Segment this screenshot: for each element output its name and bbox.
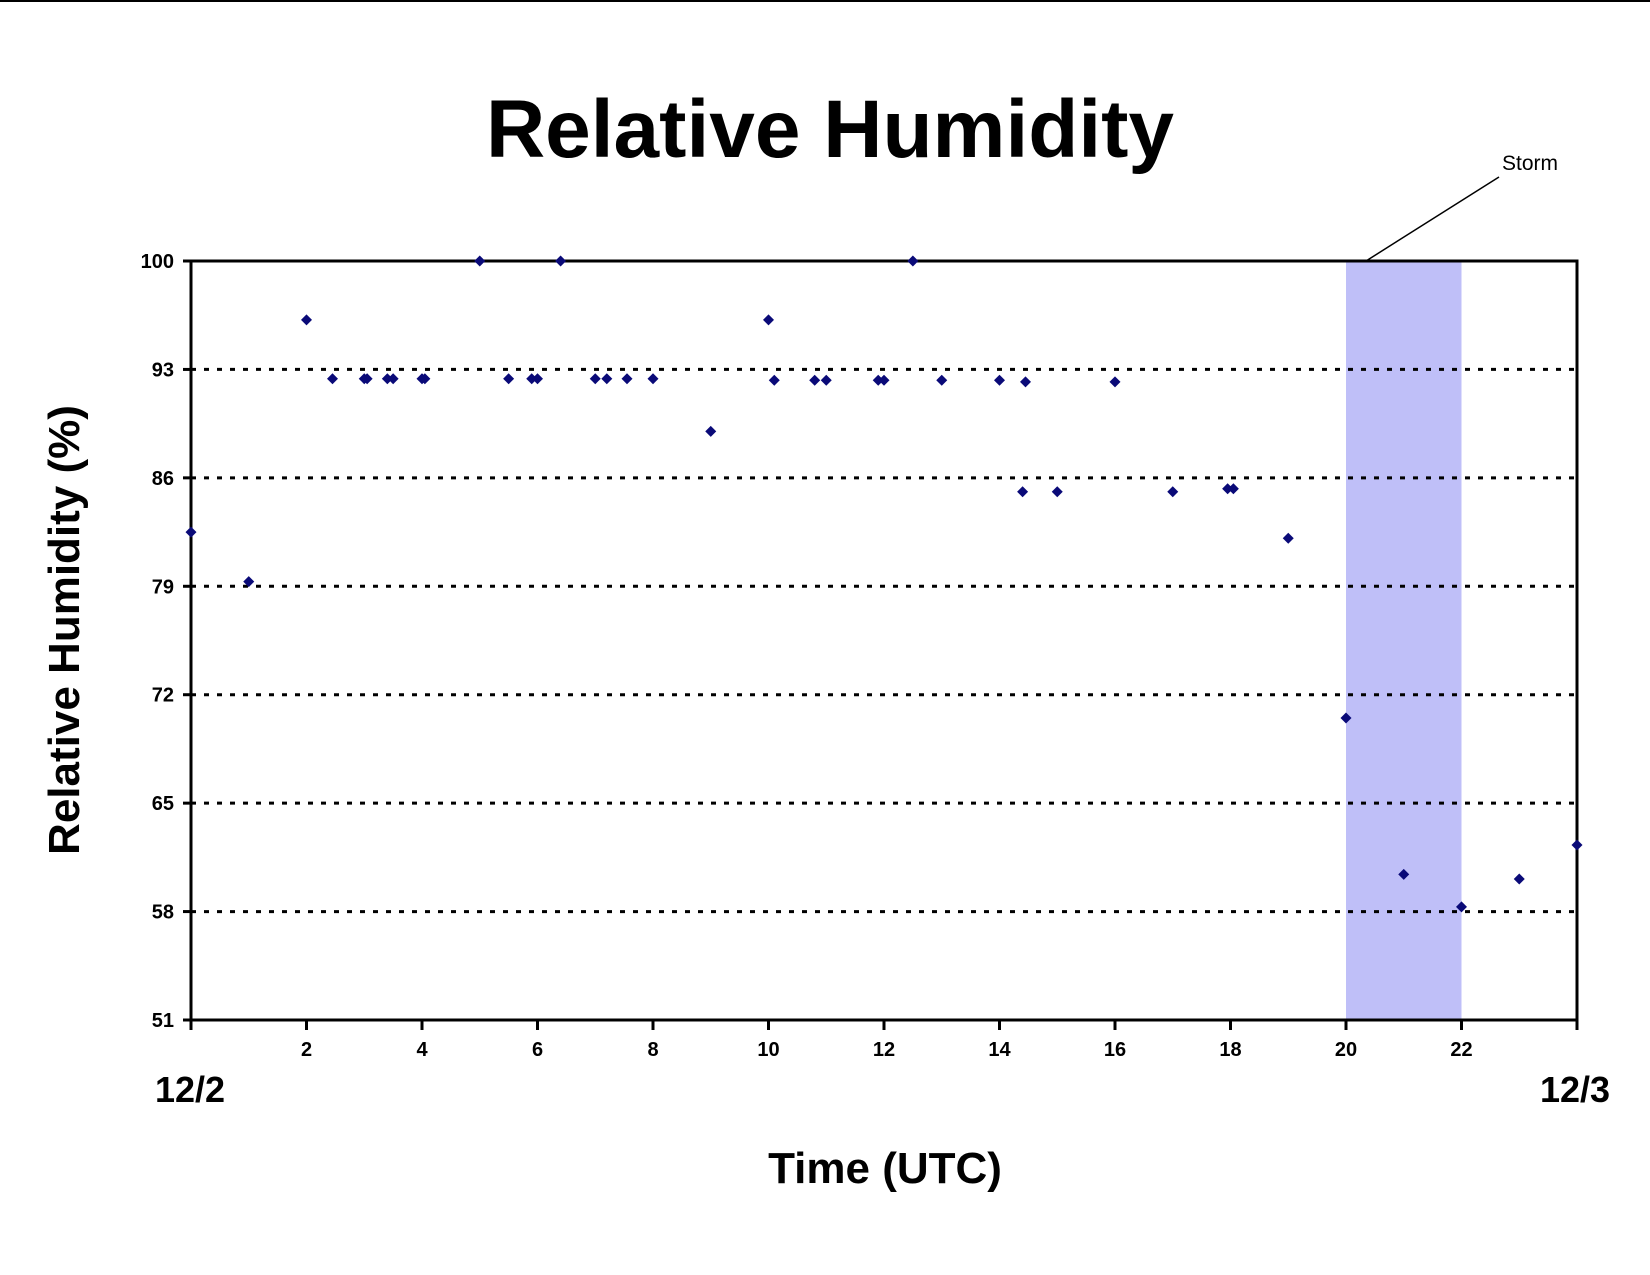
- data-point: [387, 373, 399, 385]
- data-point: [532, 373, 543, 385]
- data-point: [768, 374, 780, 386]
- storm-annotation-leader-line: [1365, 176, 1500, 262]
- data-point: [1222, 483, 1234, 495]
- data-point: [936, 374, 948, 386]
- data-point: [419, 373, 431, 385]
- data-point: [1340, 712, 1352, 724]
- data-point: [185, 526, 197, 538]
- data-point: [474, 255, 486, 267]
- data-point: [526, 373, 538, 385]
- y-axis-title: Relative Humidity (%): [40, 405, 89, 855]
- data-point: [1019, 376, 1031, 388]
- storm-shaded-region: [1346, 261, 1462, 1020]
- x-tick-label: 22: [1450, 1039, 1472, 1061]
- data-point: [326, 373, 338, 385]
- y-tick-label: 86: [152, 468, 174, 490]
- data-point: [820, 374, 832, 386]
- data-point: [705, 425, 717, 437]
- x-tick-label: 2: [301, 1039, 312, 1061]
- data-point: [555, 255, 567, 267]
- data-point: [301, 314, 312, 326]
- data-point: [647, 373, 659, 385]
- data-point: [809, 374, 821, 386]
- y-tick-label: 93: [152, 359, 174, 381]
- x-tick-label: 18: [1219, 1039, 1241, 1061]
- y-tick-label: 72: [152, 685, 174, 707]
- data-point: [1017, 486, 1029, 498]
- data-point: [1109, 376, 1121, 388]
- data-point: [907, 255, 919, 267]
- end-date-label: 12/3: [1540, 1069, 1610, 1110]
- x-tick-label: 10: [757, 1039, 779, 1061]
- data-point: [763, 314, 774, 326]
- data-point: [878, 374, 890, 386]
- data-point: [621, 373, 633, 385]
- data-point: [994, 374, 1005, 386]
- data-point: [361, 373, 373, 385]
- data-point: [1282, 532, 1294, 544]
- x-tick-label: 16: [1104, 1039, 1126, 1061]
- data-point: [601, 373, 613, 385]
- x-tick-label: 12: [873, 1039, 895, 1061]
- data-point: [589, 373, 601, 385]
- y-tick-label: 65: [152, 793, 174, 815]
- top-border-line: [0, 0, 1650, 2]
- x-tick-label: 8: [647, 1039, 658, 1061]
- x-axis-title: Time (UTC): [768, 1144, 1002, 1193]
- x-tick-label: 20: [1335, 1039, 1357, 1061]
- chart-title: Relative Humidity: [486, 84, 1174, 175]
- data-point: [503, 373, 515, 385]
- data-point: [872, 374, 884, 386]
- data-point: [381, 373, 393, 385]
- data-point: [1051, 486, 1063, 498]
- y-tick-label: 58: [152, 902, 174, 924]
- data-point: [1456, 901, 1467, 913]
- y-tick-label: 51: [152, 1010, 174, 1032]
- data-point: [1398, 868, 1410, 880]
- data-point: [243, 576, 255, 588]
- y-tick-label: 100: [141, 251, 174, 273]
- x-tick-label: 14: [988, 1039, 1011, 1061]
- y-tick-label: 79: [152, 576, 174, 598]
- data-point: [1227, 483, 1239, 495]
- data-point: [1513, 873, 1525, 885]
- storm-annotation-label: Storm: [1502, 152, 1558, 175]
- x-tick-label: 4: [416, 1039, 428, 1061]
- x-tick-label: 6: [532, 1039, 543, 1061]
- data-point: [1571, 839, 1583, 851]
- start-date-label: 12/2: [155, 1069, 225, 1110]
- data-point: [1167, 486, 1179, 498]
